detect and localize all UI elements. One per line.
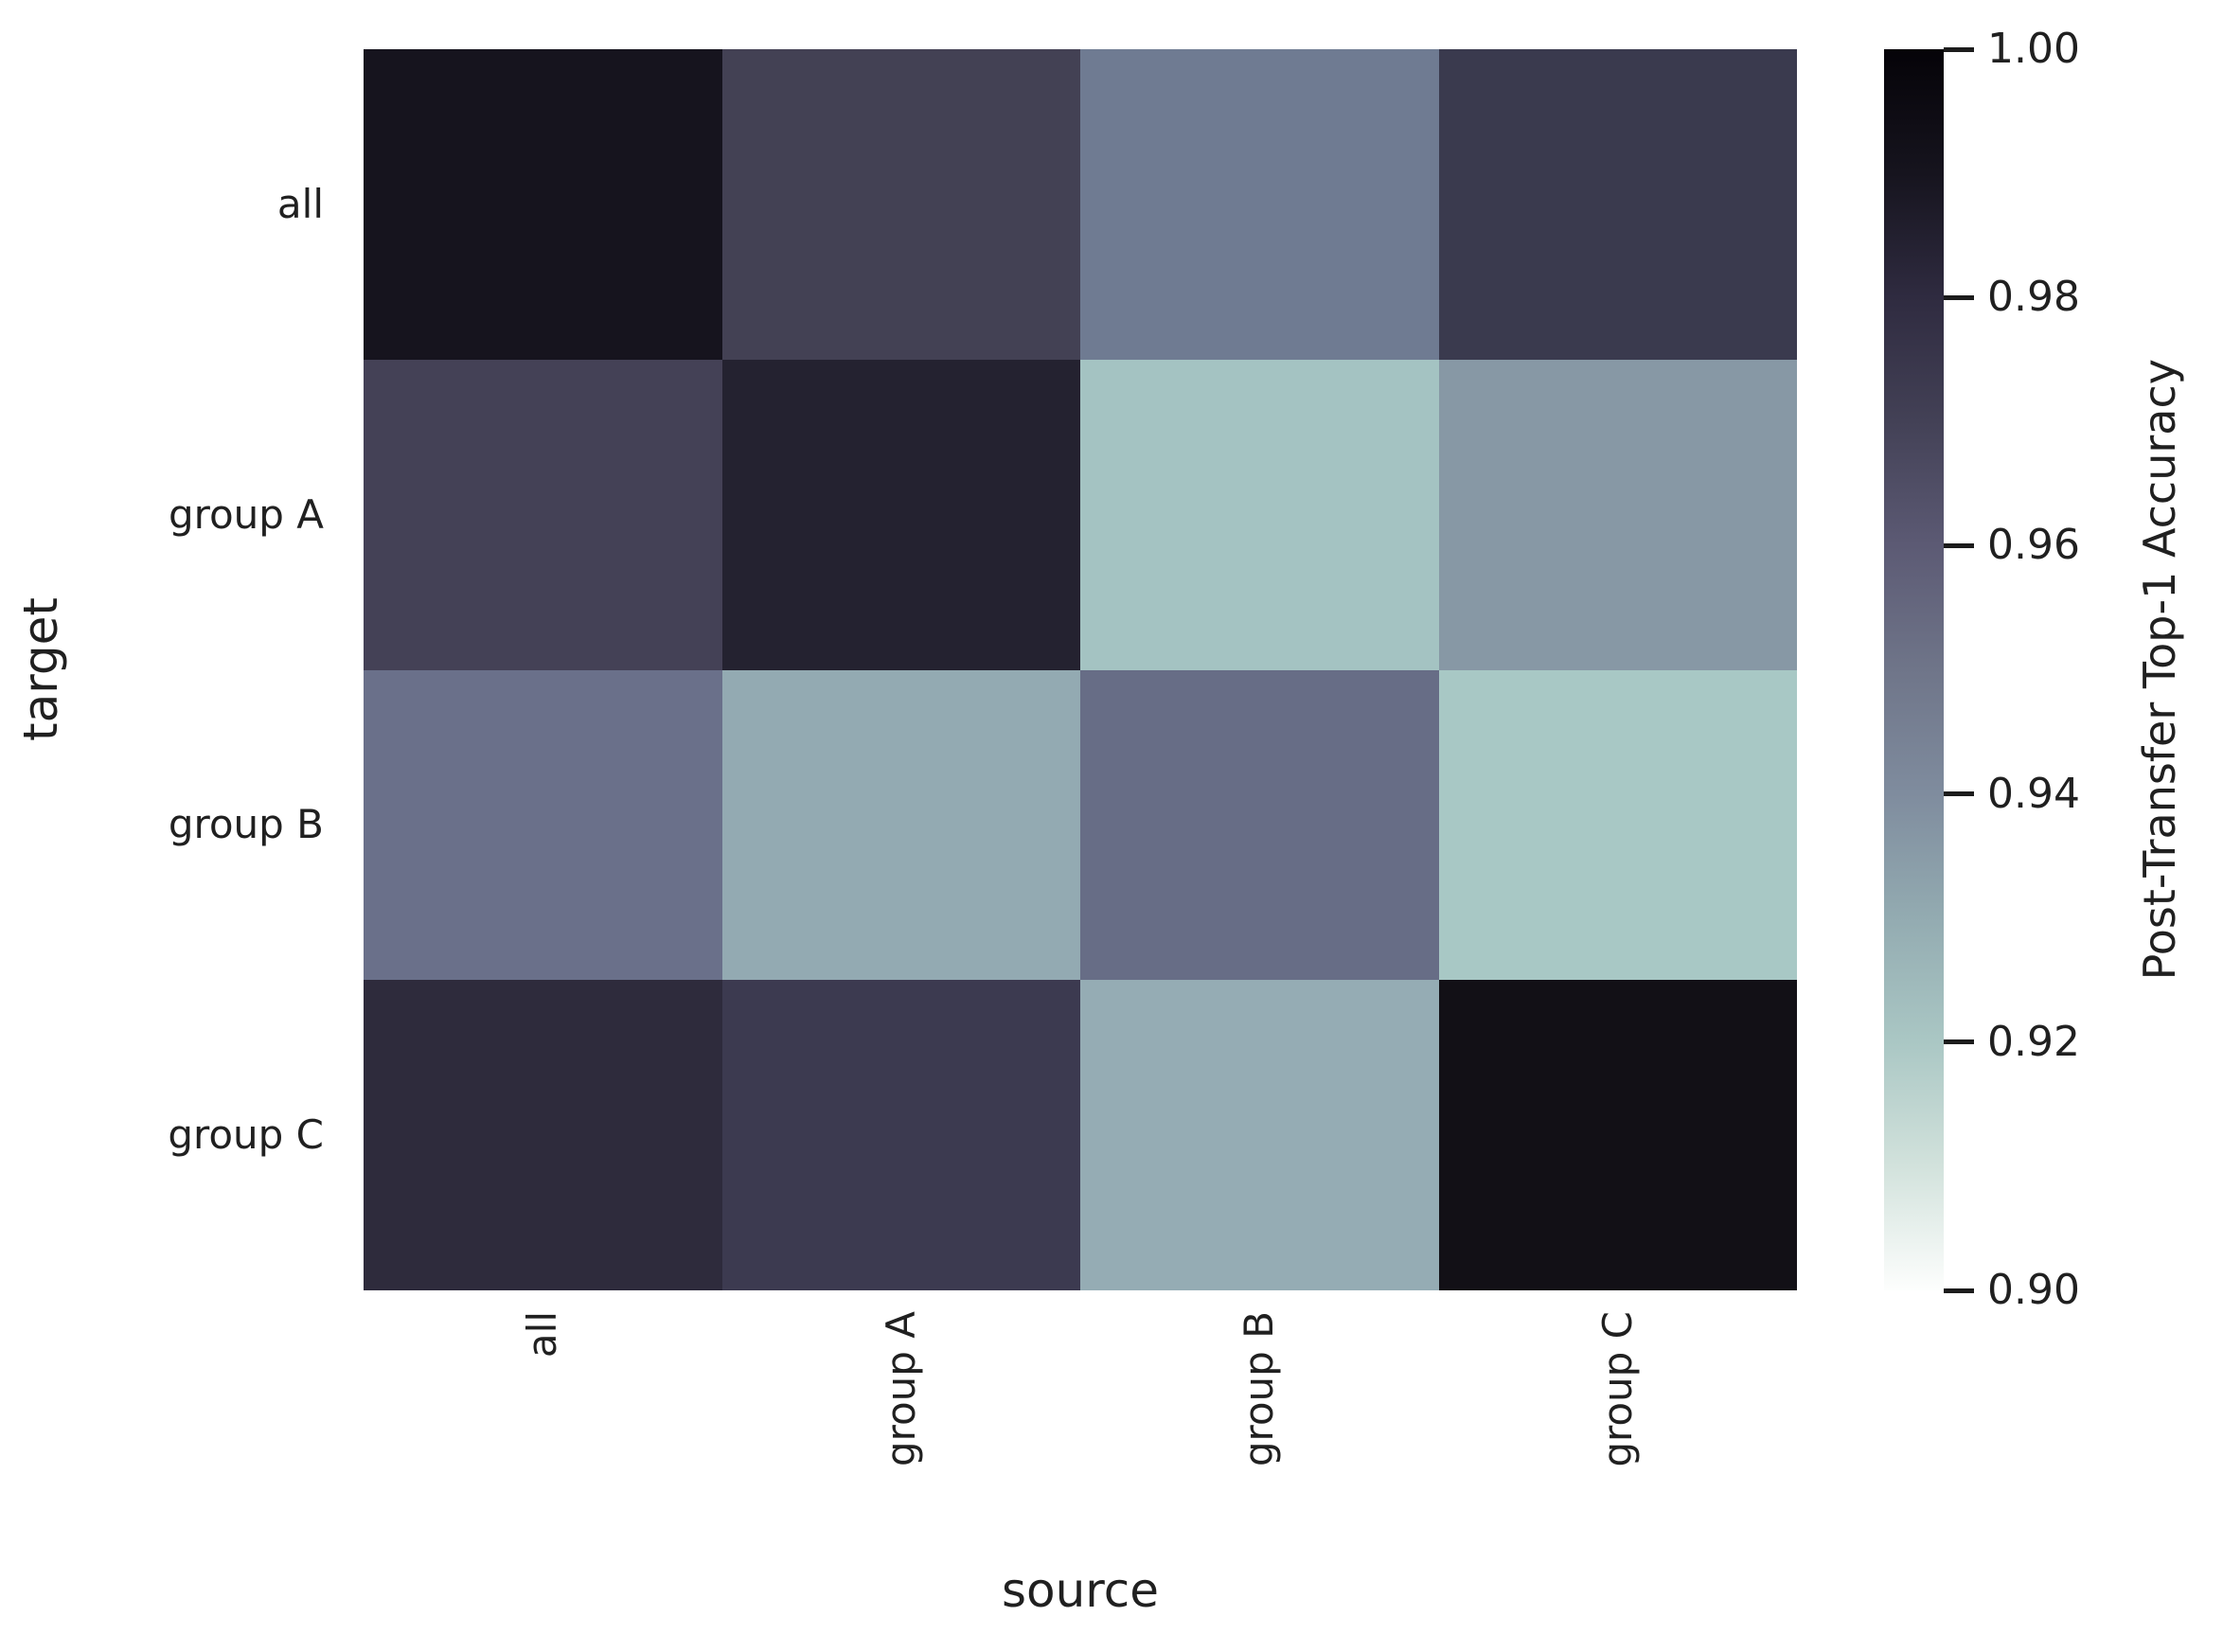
heatmap-cell bbox=[721, 49, 1080, 360]
heatmap-grid bbox=[364, 49, 1797, 1290]
y-axis-label-container: target bbox=[13, 49, 68, 1290]
heatmap-cell bbox=[364, 49, 722, 360]
y-tick-label: group B bbox=[168, 801, 324, 848]
colorbar-label: Post-Transfer Top-1 Accuracy bbox=[2134, 359, 2185, 981]
heatmap-cell bbox=[1438, 49, 1797, 360]
x-tick-label-container: all bbox=[512, 1311, 573, 1358]
colorbar-tick-label: 1.00 bbox=[1987, 25, 2080, 73]
y-tick-label: group C bbox=[168, 1111, 324, 1159]
x-axis-label: source bbox=[1001, 1563, 1160, 1618]
x-tick-label: group B bbox=[1236, 1311, 1283, 1467]
x-tick-label: all bbox=[519, 1311, 566, 1359]
heatmap-cell bbox=[364, 359, 722, 670]
heatmap-cell bbox=[1080, 359, 1439, 670]
heatmap-cell bbox=[1438, 669, 1797, 981]
colorbar-gradient bbox=[1884, 49, 1944, 1290]
x-tick-label-container: group C bbox=[1588, 1311, 1648, 1467]
colorbar-tick-mark bbox=[1944, 791, 1974, 797]
colorbar-tick-mark bbox=[1944, 1039, 1974, 1045]
colorbar-label-container: Post-Transfer Top-1 Accuracy bbox=[2134, 49, 2185, 1290]
heatmap-cell bbox=[1438, 359, 1797, 670]
colorbar-tick-label: 0.98 bbox=[1987, 273, 2080, 322]
y-axis-label: target bbox=[13, 597, 68, 742]
heatmap-cell bbox=[721, 359, 1080, 670]
heatmap-cell bbox=[1080, 669, 1439, 981]
y-tick-label: all bbox=[276, 180, 324, 227]
x-tick-label-container: group B bbox=[1229, 1311, 1289, 1466]
colorbar-tick-mark bbox=[1944, 1288, 1974, 1293]
colorbar-tick-label: 0.96 bbox=[1987, 521, 2080, 570]
heatmap-cell bbox=[1080, 980, 1439, 1290]
heatmap-cell bbox=[721, 980, 1080, 1290]
x-tick-label: group A bbox=[877, 1311, 924, 1467]
heatmap-cell bbox=[1438, 980, 1797, 1290]
colorbar-tick-label: 0.94 bbox=[1987, 769, 2080, 818]
x-tick-label-container: group A bbox=[871, 1311, 932, 1466]
heatmap-cell bbox=[364, 669, 722, 981]
y-tick-label: group A bbox=[168, 490, 324, 538]
colorbar-tick-label: 0.92 bbox=[1987, 1017, 2080, 1066]
heatmap-cell bbox=[721, 669, 1080, 981]
colorbar-tick-mark bbox=[1944, 46, 1974, 52]
colorbar-tick-mark bbox=[1944, 294, 1974, 300]
heatmap-cell bbox=[364, 980, 722, 1290]
heatmap-cell bbox=[1080, 49, 1439, 360]
colorbar-tick-label: 0.90 bbox=[1987, 1266, 2080, 1314]
colorbar-tick-mark bbox=[1944, 542, 1974, 548]
x-tick-label: group C bbox=[1593, 1311, 1641, 1467]
